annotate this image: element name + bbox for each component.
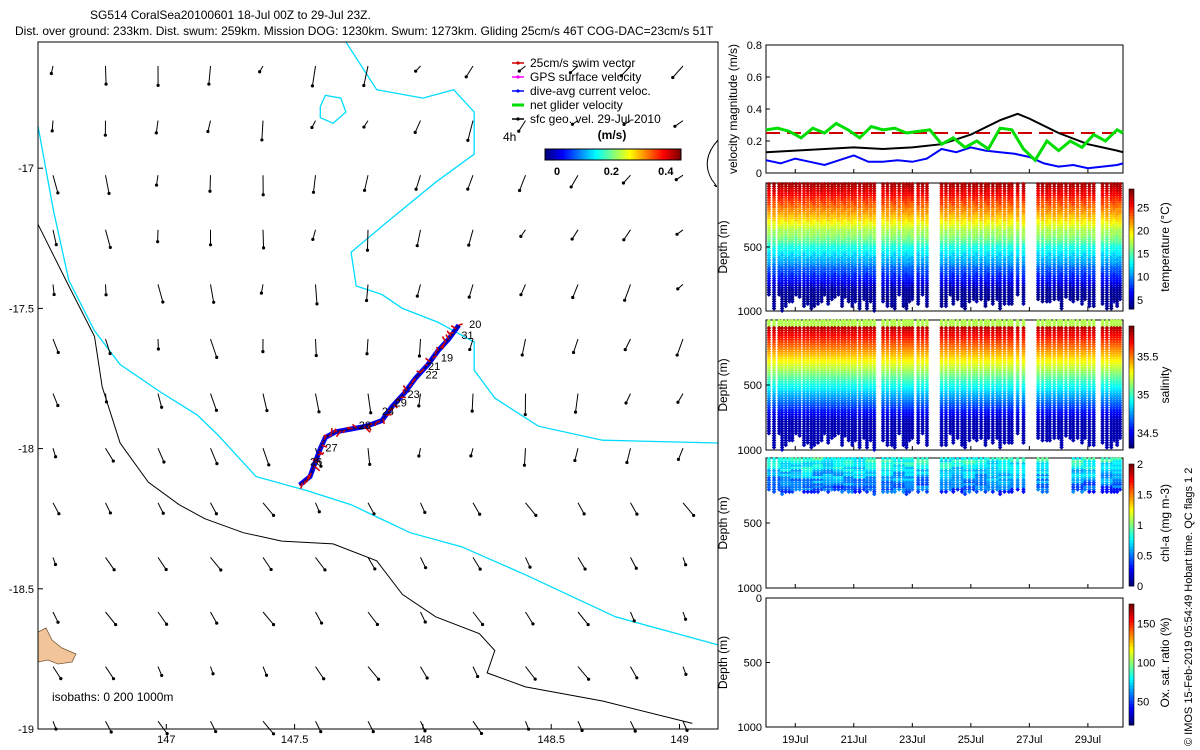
velocity-panel-frame [766,45,1123,173]
glider-time-series-panels: 00.20.40.60.8velocity magnitude (m/s)500… [0,0,1200,750]
velocity-y-axis-label: velocity magnitude (m/s) [726,44,740,174]
velocity-y-tick-label: 0.4 [747,104,762,116]
velocity-y-tick-label: 0.2 [747,136,762,148]
velocity-y-tick-label: 0.6 [747,72,762,84]
velocity-y-tick-label: 0 [756,168,762,180]
velocity-y-tick-label: 0.8 [747,40,762,52]
